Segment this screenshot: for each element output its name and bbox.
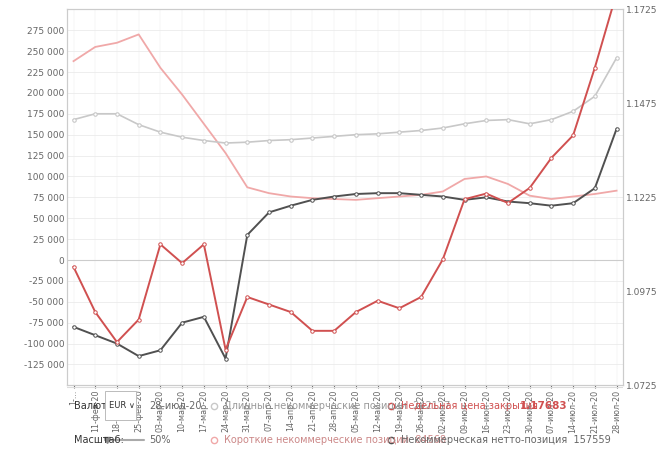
Text: Валюта:: Валюта:	[74, 401, 116, 410]
Text: 1.17683: 1.17683	[520, 401, 568, 410]
Text: Масштаб:: Масштаб:	[74, 435, 123, 445]
Text: 28-июл-20: 28-июл-20	[149, 401, 202, 410]
Text: EUR ∨: EUR ∨	[109, 401, 135, 410]
Bar	[105, 391, 136, 420]
Text: Короткие некоммерческие позиции  84568: Короткие некоммерческие позиции 84568	[224, 435, 446, 445]
Text: Некоммерческая нетто-позиция  157559: Некоммерческая нетто-позиция 157559	[401, 435, 610, 445]
Text: Длинные некоммерческие позиции  242127: Длинные некоммерческие позиции 242127	[224, 401, 451, 410]
Text: Недельная цена закрытия: Недельная цена закрытия	[401, 401, 544, 410]
Text: 50%: 50%	[149, 435, 171, 445]
